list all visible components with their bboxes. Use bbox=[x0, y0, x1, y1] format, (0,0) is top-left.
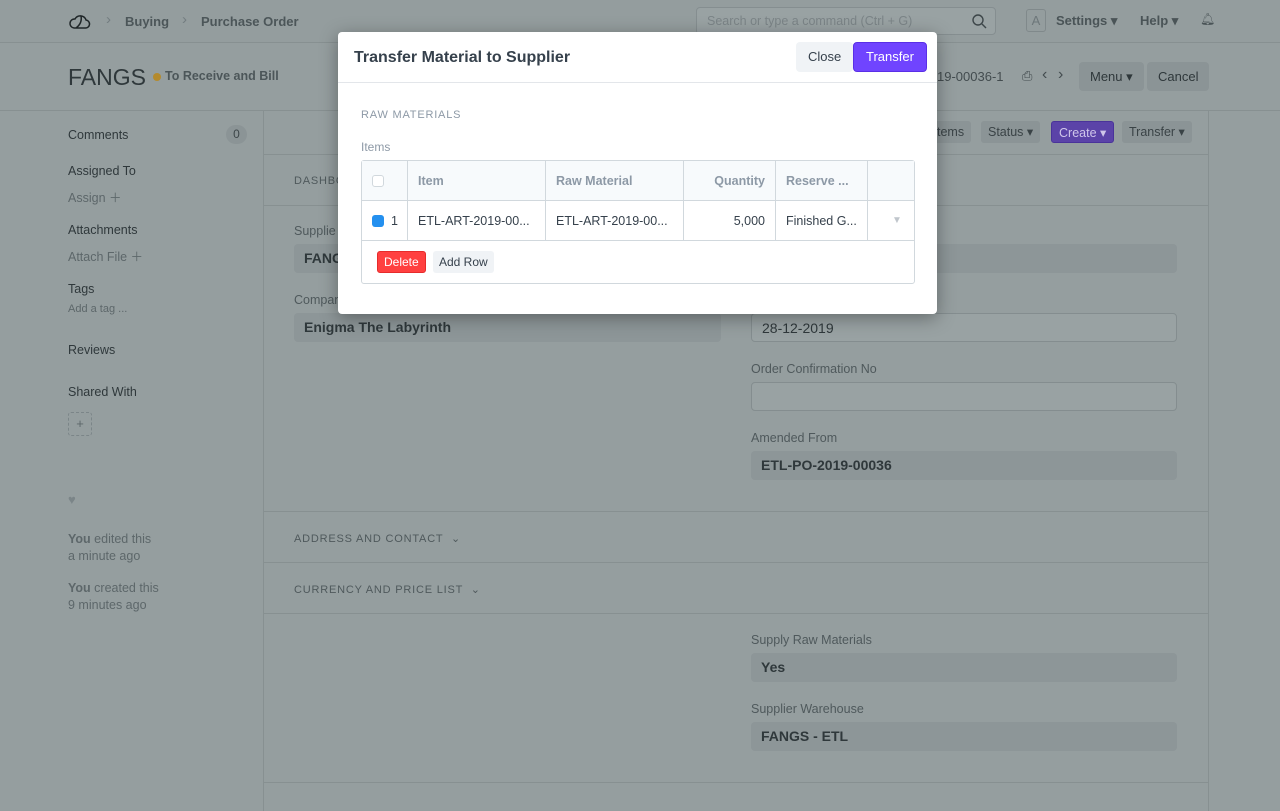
dashboard-section[interactable]: DASHBO bbox=[294, 175, 346, 187]
transfer-dropdown[interactable]: Transfer ▾ bbox=[1122, 121, 1192, 143]
supplier-warehouse-field[interactable]: FANGS - ETL bbox=[751, 722, 1177, 751]
items-button[interactable]: tems bbox=[930, 121, 972, 143]
comments-label[interactable]: Comments bbox=[68, 128, 129, 142]
status-badge: To Receive and Bill bbox=[165, 69, 279, 83]
create-dropdown[interactable]: Create ▾ bbox=[1051, 121, 1115, 143]
assign-link[interactable]: Assign ＋ bbox=[68, 191, 122, 205]
attach-file-link[interactable]: Attach File ＋ bbox=[68, 250, 144, 264]
table-row[interactable]: 1 ETL-ART-2019-00... ETL-ART-2019-00... … bbox=[362, 201, 914, 241]
breadcrumb-purchase-order[interactable]: Purchase Order bbox=[201, 14, 299, 29]
amended-from-field[interactable]: ETL-PO-2019-00036 bbox=[751, 451, 1177, 480]
select-all-checkbox[interactable] bbox=[372, 175, 384, 187]
raw-materials-section: RAW MATERIALS bbox=[361, 109, 462, 121]
attachments-label: Attachments bbox=[68, 223, 138, 237]
shared-with-label: Shared With bbox=[68, 385, 137, 399]
order-confirmation-label: Order Confirmation No bbox=[751, 362, 877, 376]
amended-from-label: Amended From bbox=[751, 431, 838, 445]
bell-icon[interactable]: 🔔︎ bbox=[1200, 12, 1216, 26]
print-icon[interactable]: ⎙ bbox=[1022, 68, 1033, 83]
reviews-label: Reviews bbox=[68, 343, 116, 357]
supplier-label: Supplie bbox=[294, 224, 336, 238]
row-index: 1 bbox=[391, 214, 398, 228]
row-checkbox[interactable] bbox=[372, 215, 384, 237]
app-logo-icon[interactable] bbox=[68, 11, 92, 31]
add-tag-input[interactable]: Add a tag ... bbox=[68, 303, 128, 315]
comments-count: 0 bbox=[226, 125, 247, 144]
tags-label: Tags bbox=[68, 282, 95, 296]
supplier-warehouse-label: Supplier Warehouse bbox=[751, 702, 864, 716]
transfer-material-dialog: Transfer Material to Supplier Close Tran… bbox=[338, 32, 937, 314]
search-input[interactable]: Search or type a command (Ctrl + G) bbox=[696, 7, 996, 35]
close-button[interactable]: Close bbox=[796, 42, 854, 72]
page-title: FANGS bbox=[68, 64, 146, 90]
help-dropdown[interactable]: Help ▾ bbox=[1140, 13, 1179, 28]
company-label: Compan bbox=[294, 293, 342, 307]
document-name: 19-00036-1 bbox=[937, 69, 1004, 84]
breadcrumb-buying[interactable]: Buying bbox=[125, 14, 170, 29]
heart-icon[interactable]: ♥ bbox=[68, 492, 76, 507]
menu-button[interactable]: Menu ▾ bbox=[1079, 62, 1144, 91]
address-contact-section[interactable]: ADDRESS AND CONTACT ⌄ bbox=[294, 533, 461, 545]
delete-button[interactable]: Delete bbox=[377, 251, 426, 273]
cancel-button[interactable]: Cancel bbox=[1147, 62, 1210, 91]
add-row-button[interactable]: Add Row bbox=[433, 251, 494, 273]
activity-item: You edited this a minute ago bbox=[68, 532, 152, 563]
column-header-quantity: Quantity bbox=[684, 161, 776, 201]
cell-quantity[interactable]: 5,000 bbox=[684, 201, 776, 241]
avatar[interactable]: A bbox=[1026, 9, 1046, 32]
status-indicator bbox=[153, 73, 161, 81]
dialog-title: Transfer Material to Supplier bbox=[354, 49, 571, 66]
row-edit-dropdown-icon[interactable]: ▼ bbox=[892, 215, 902, 226]
settings-dropdown[interactable]: Settings ▾ bbox=[1056, 13, 1118, 28]
supply-raw-field[interactable]: Yes bbox=[751, 653, 1177, 682]
order-confirmation-field[interactable] bbox=[751, 382, 1177, 411]
search-icon bbox=[972, 14, 987, 29]
column-header-raw-material: Raw Material bbox=[546, 161, 684, 201]
transfer-button[interactable]: Transfer bbox=[853, 42, 927, 72]
navbar: › Buying › Purchase Order Search or type… bbox=[0, 0, 1280, 43]
currency-section[interactable]: CURRENCY AND PRICE LIST ⌄ bbox=[294, 584, 481, 596]
form-main bbox=[263, 111, 1209, 811]
search-placeholder: Search or type a command (Ctrl + G) bbox=[707, 14, 913, 28]
activity-item: You created this 9 minutes ago bbox=[68, 581, 159, 612]
company-field[interactable]: Enigma The Labyrinth bbox=[294, 313, 721, 342]
prev-icon[interactable]: ‹ bbox=[1042, 66, 1048, 83]
cell-item[interactable]: ETL-ART-2019-00... bbox=[408, 201, 546, 241]
column-header-item: Item bbox=[408, 161, 546, 201]
items-label: Items bbox=[361, 140, 391, 154]
column-header-reserve: Reserve ... bbox=[776, 161, 868, 201]
cell-reserve[interactable]: Finished G... bbox=[776, 201, 868, 241]
supply-raw-label: Supply Raw Materials bbox=[751, 633, 872, 647]
items-table: Item Raw Material Quantity Reserve ... 1… bbox=[361, 160, 915, 284]
cell-raw-material[interactable]: ETL-ART-2019-00... bbox=[546, 201, 684, 241]
table-header: Item Raw Material Quantity Reserve ... bbox=[362, 161, 914, 201]
date-field[interactable]: 28-12-2019 bbox=[751, 313, 1177, 342]
chevron-right-icon: › bbox=[182, 11, 187, 28]
add-share-button[interactable]: + bbox=[68, 412, 92, 436]
assigned-to-label: Assigned To bbox=[68, 164, 136, 178]
status-dropdown[interactable]: Status ▾ bbox=[981, 121, 1041, 143]
chevron-right-icon: › bbox=[106, 11, 111, 28]
next-icon[interactable]: › bbox=[1058, 66, 1064, 83]
